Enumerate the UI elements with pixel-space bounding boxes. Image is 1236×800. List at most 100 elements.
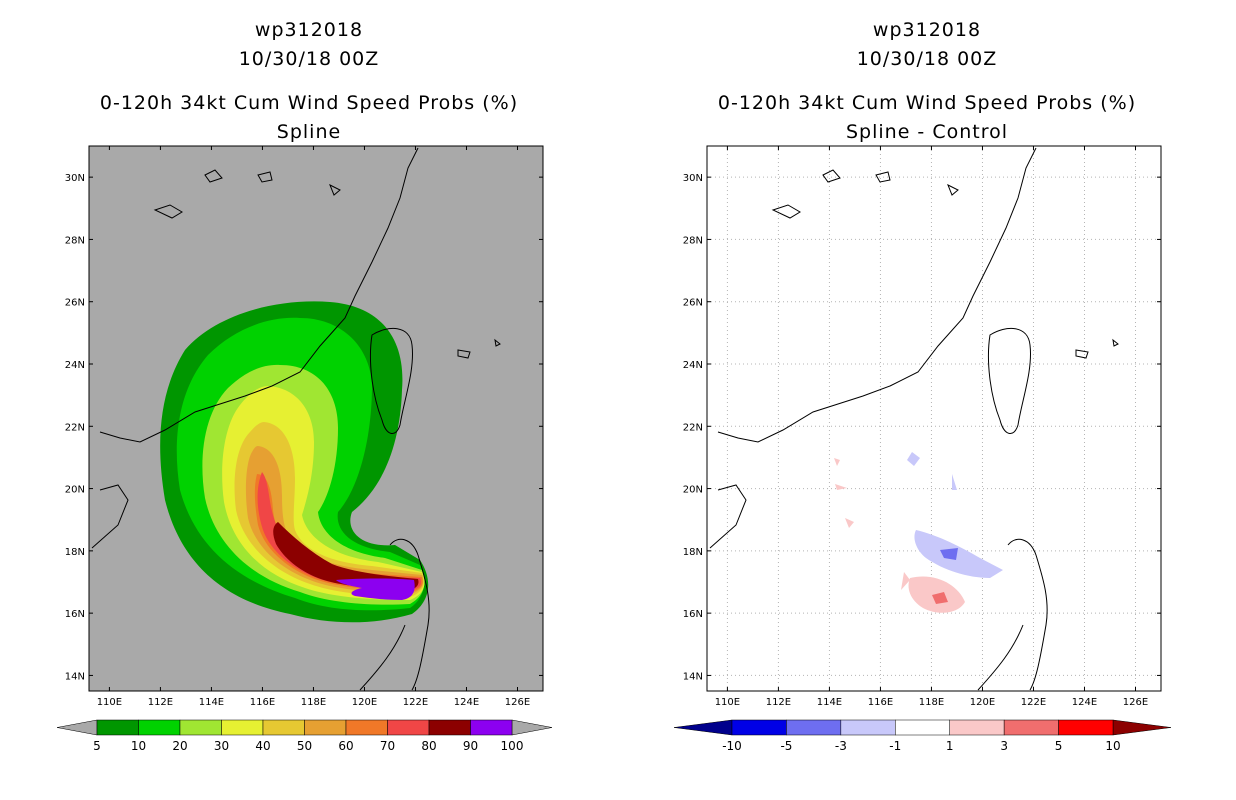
colorbar-swatch — [949, 719, 1005, 736]
colorbar-label: 20 — [172, 739, 187, 753]
colorbar-extend-low — [56, 719, 98, 736]
x-tick-label: 116E — [868, 697, 893, 708]
colorbar-label: 40 — [255, 739, 270, 753]
colorbar-swatch — [138, 719, 181, 736]
colorbar-extend-low — [673, 719, 733, 736]
right-coastlines — [709, 147, 1119, 691]
x-tick-label: 114E — [199, 697, 224, 708]
x-tick-label: 116E — [250, 697, 275, 708]
diff-neg-patch-4 — [952, 474, 957, 490]
x-tick-label: 120E — [970, 697, 995, 708]
y-tick-label: 20N — [683, 485, 703, 496]
colorbar-swatch — [895, 719, 950, 736]
x-tick-label: 126E — [505, 697, 530, 708]
colorbar-label: 5 — [1055, 739, 1063, 753]
colorbar-label: 30 — [214, 739, 229, 753]
right-map-svg: 110E 112E 114E 116E 118E 120E 122E 124E 126E 14N 1… — [673, 145, 1172, 753]
left-title-storm: wp312018 — [254, 19, 364, 41]
colorbar-label: 50 — [297, 739, 312, 753]
right-title-date: 10/30/18 00Z — [856, 48, 998, 70]
colorbar-label: 70 — [380, 739, 395, 753]
left-colorbar: 5 10 20 30 40 50 60 70 80 90 100 — [56, 719, 553, 753]
right-panel: wp312018 10/30/18 00Z 0-120h 34kt Cum Wi… — [618, 0, 1236, 800]
colorbar-swatch — [345, 719, 388, 736]
diff-pos-patch-3 — [901, 572, 910, 590]
y-tick-label: 18N — [683, 547, 703, 558]
diff-neg-patch-2 — [940, 548, 958, 560]
colorbar-label: 10 — [1105, 739, 1120, 753]
right-gridlines — [707, 146, 1161, 691]
colorbar-swatch — [387, 719, 430, 736]
colorbar-label: -1 — [889, 739, 901, 753]
x-tick-label: 122E — [403, 697, 428, 708]
x-tick-label: 124E — [454, 697, 479, 708]
x-tick-label: 122E — [1021, 697, 1046, 708]
left-panel: wp312018 10/30/18 00Z 0-120h 34kt Cum Wi… — [56, 19, 553, 753]
colorbar-swatch — [179, 719, 222, 736]
colorbar-swatch — [840, 719, 896, 736]
y-tick-label: 28N — [683, 235, 703, 246]
y-tick-label: 26N — [65, 298, 85, 309]
colorbar-label: 100 — [501, 739, 524, 753]
right-difference-field — [834, 452, 1003, 613]
diff-pos-patch-2 — [932, 592, 948, 604]
prob-contour-80 — [273, 522, 419, 590]
colorbar-label: 80 — [421, 739, 436, 753]
colorbar-swatch — [731, 719, 787, 736]
left-axes: 110E 112E 114E 116E 118E 120E 122E 124E 126E 14N 1… — [65, 146, 543, 708]
y-tick-label: 24N — [65, 360, 85, 371]
y-tick-label: 30N — [65, 173, 85, 184]
right-axes: 110E 112E 114E 116E 118E 120E 122E 124E 126E 14N 1… — [683, 146, 1161, 708]
colorbar-label: 60 — [338, 739, 353, 753]
left-map-frame — [88, 145, 544, 692]
colorbar-swatch — [304, 719, 347, 736]
colorbar-swatch — [96, 719, 139, 736]
y-tick-label: 16N — [683, 609, 703, 620]
colorbar-label: 10 — [131, 739, 146, 753]
colorbar-swatch — [1058, 719, 1114, 736]
left-map-svg: 110E 112E 114E 116E 118E 120E 122E 124E 126E 14N 1… — [56, 145, 553, 753]
y-tick-label: 24N — [683, 360, 703, 371]
y-tick-label: 14N — [65, 671, 85, 682]
colorbar-swatch — [428, 719, 471, 736]
colorbar-label: 1 — [946, 739, 954, 753]
x-tick-label: 120E — [352, 697, 377, 708]
x-tick-label: 112E — [766, 697, 791, 708]
colorbar-extend-high — [1112, 719, 1172, 736]
right-map-frame — [706, 145, 1162, 692]
y-tick-label: 22N — [683, 422, 703, 433]
diff-neg-patch-1 — [914, 530, 1003, 578]
left-coastlines — [91, 147, 501, 691]
y-tick-label: 22N — [65, 422, 85, 433]
colorbar-swatch — [786, 719, 842, 736]
x-tick-label: 114E — [817, 697, 842, 708]
colorbar-swatch — [470, 719, 513, 736]
y-tick-label: 30N — [683, 173, 703, 184]
colorbar-extend-high — [511, 719, 553, 736]
colorbar-label: -3 — [835, 739, 847, 753]
diff-neg-patch-3 — [907, 452, 920, 466]
y-tick-label: 20N — [65, 485, 85, 496]
right-title-method: Spline - Control — [845, 121, 1009, 143]
left-title-method: Spline — [276, 121, 342, 143]
left-probability-field — [160, 301, 429, 623]
colorbar-swatch — [262, 719, 305, 736]
x-tick-label: 110E — [97, 697, 122, 708]
colorbar-swatch — [221, 719, 264, 736]
x-tick-label: 118E — [301, 697, 326, 708]
x-tick-label: 112E — [148, 697, 173, 708]
right-title-storm: wp312018 — [872, 19, 982, 41]
y-tick-label: 26N — [683, 298, 703, 309]
y-tick-label: 28N — [65, 235, 85, 246]
colorbar-label: 5 — [93, 739, 101, 753]
x-tick-label: 126E — [1123, 697, 1148, 708]
x-tick-label: 110E — [715, 697, 740, 708]
colorbar-label: 3 — [1000, 739, 1008, 753]
right-title-variable: 0-120h 34kt Cum Wind Speed Probs (%) — [717, 92, 1137, 114]
colorbar-swatch — [1003, 719, 1059, 736]
colorbar-label: 90 — [463, 739, 478, 753]
x-tick-label: 118E — [919, 697, 944, 708]
left-title-variable: 0-120h 34kt Cum Wind Speed Probs (%) — [99, 92, 519, 114]
y-tick-label: 18N — [65, 547, 85, 558]
prob-contour-90 — [336, 578, 415, 600]
